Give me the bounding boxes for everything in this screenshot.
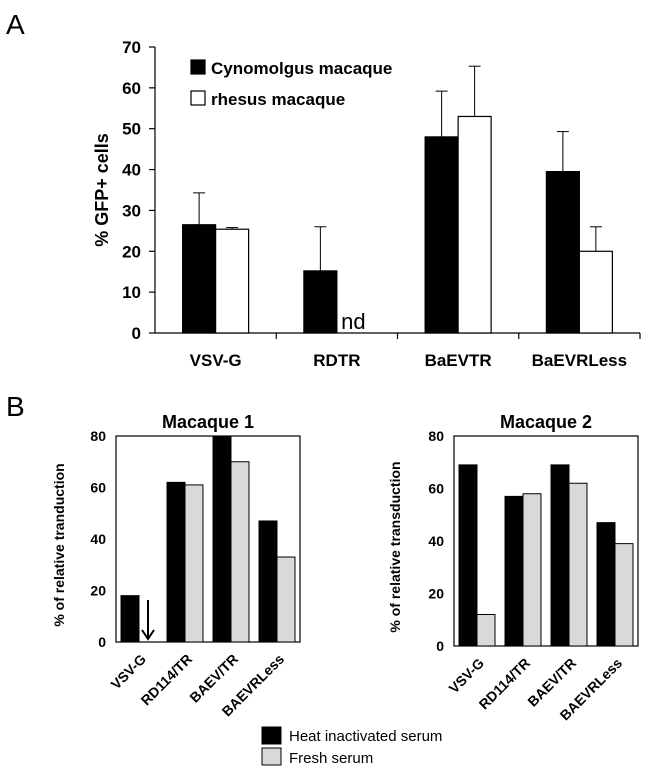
panel-a-label: A bbox=[6, 9, 25, 40]
y-tick-label: 60 bbox=[122, 79, 141, 98]
bar-rhesus bbox=[215, 228, 250, 334]
nd-annotation: nd bbox=[341, 309, 365, 334]
x-category-label: RDTR bbox=[313, 351, 360, 370]
bar-rhesus bbox=[578, 250, 613, 334]
bar-rhesus bbox=[457, 115, 492, 334]
legend-label-heat: Heat inactivated serum bbox=[289, 728, 442, 745]
x-category-label: BaEVRLess bbox=[532, 351, 627, 370]
bar-fresh bbox=[184, 484, 204, 643]
y-tick-label: 30 bbox=[122, 201, 141, 220]
y-tick-label: 70 bbox=[122, 38, 141, 57]
bar-fresh bbox=[476, 614, 496, 647]
bar-heat-inactivated bbox=[258, 520, 278, 643]
y-tick-label: 0 bbox=[436, 638, 444, 654]
legend-a: Cynomolgus macaque rhesus macaque bbox=[190, 59, 392, 109]
x-category-label: VSV-G bbox=[190, 351, 242, 370]
chart-panel-a: 0 10 20 30 40 50 60 70 % GFP+ cells VSV-G RDTR nd Ba… bbox=[92, 38, 641, 370]
y-tick-label: 40 bbox=[90, 531, 106, 547]
bar-cynomolgus bbox=[424, 136, 459, 334]
bar-cynomolgus bbox=[182, 224, 217, 334]
bar-cynomolgus bbox=[303, 270, 338, 334]
legend-swatch bbox=[190, 90, 206, 106]
bar-heat-inactivated bbox=[596, 522, 616, 647]
legend-b: Heat inactivated serum Fresh serum bbox=[261, 726, 442, 767]
bar-heat-inactivated bbox=[120, 595, 140, 643]
legend-label: Cynomolgus macaque bbox=[211, 59, 392, 78]
bar-cynomolgus bbox=[545, 171, 580, 334]
y-axis-title: % of relative tranduction bbox=[51, 463, 67, 626]
down-arrow-head bbox=[141, 629, 155, 641]
bar-heat-inactivated bbox=[212, 435, 232, 643]
bar-heat-inactivated bbox=[458, 464, 478, 647]
y-tick-label: 10 bbox=[122, 283, 141, 302]
bar-heat-inactivated bbox=[504, 495, 524, 647]
bar-fresh bbox=[230, 461, 250, 643]
bar-heat-inactivated bbox=[550, 464, 570, 647]
legend-swatch bbox=[190, 59, 206, 75]
x-category-label: BaEVTR bbox=[425, 351, 492, 370]
bar-fresh bbox=[522, 493, 542, 647]
y-tick-label: 60 bbox=[90, 480, 106, 496]
bar-fresh bbox=[614, 543, 634, 647]
y-tick-label: 60 bbox=[428, 481, 444, 497]
chart-macaque-1: Macaque 1 0 20 40 60 80 % of relative tranduct… bbox=[51, 412, 301, 719]
chart-macaque-2: Macaque 2 0 20 40 60 80 % of relative transduc… bbox=[387, 412, 639, 723]
y-tick-label: 20 bbox=[428, 586, 444, 602]
legend-swatch-heat bbox=[261, 726, 282, 745]
y-tick-label: 50 bbox=[122, 120, 141, 139]
y-tick-label: 20 bbox=[122, 242, 141, 261]
y-tick-label: 20 bbox=[90, 583, 106, 599]
y-tick-label: 0 bbox=[132, 324, 141, 343]
panel-b-label: B bbox=[6, 391, 25, 422]
plot-frame bbox=[453, 435, 639, 647]
y-tick-label: 0 bbox=[98, 634, 106, 650]
legend-label-fresh: Fresh serum bbox=[289, 750, 373, 767]
y-axis-title: % GFP+ cells bbox=[92, 133, 112, 247]
y-tick-label: 80 bbox=[428, 428, 444, 444]
x-category-label: VSV-G bbox=[446, 655, 488, 697]
bar-heat-inactivated bbox=[166, 481, 186, 643]
y-tick-label: 40 bbox=[122, 161, 141, 180]
y-tick-label: 80 bbox=[90, 428, 106, 444]
subplot-title: Macaque 2 bbox=[500, 412, 592, 432]
x-category-label: VSV-G bbox=[108, 651, 150, 693]
subplot-title: Macaque 1 bbox=[162, 412, 254, 432]
plot-frame bbox=[115, 435, 301, 643]
legend-label: rhesus macaque bbox=[211, 90, 345, 109]
bar-fresh bbox=[276, 556, 296, 643]
legend-swatch-fresh bbox=[261, 747, 282, 766]
y-tick-label: 40 bbox=[428, 533, 444, 549]
y-axis-title: % of relative transduction bbox=[387, 461, 403, 632]
bar-fresh bbox=[568, 482, 588, 647]
